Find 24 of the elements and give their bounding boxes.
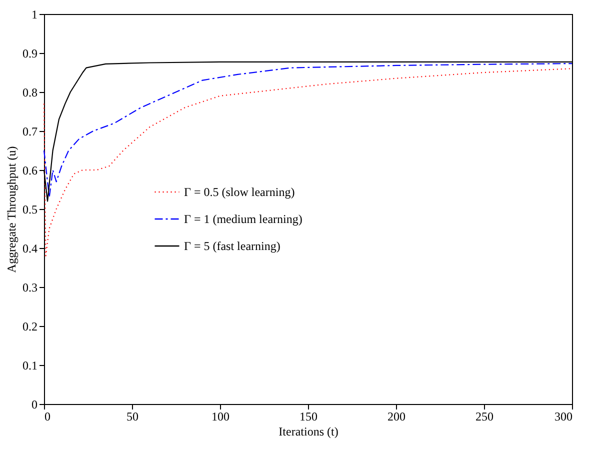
x-tick-label: 200 — [388, 410, 406, 424]
legend-label: Γ = 1 (medium learning) — [184, 212, 302, 226]
x-tick-label: 0 — [44, 410, 50, 424]
y-axis-title: Aggregate Throughput (u) — [4, 146, 18, 273]
legend-label: Γ = 0.5 (slow learning) — [184, 185, 295, 199]
y-tick-label: 0.8 — [22, 86, 38, 100]
y-tick-label: 0.5 — [22, 202, 38, 216]
x-axis-title: Iterations (t) — [278, 424, 338, 438]
x-tick-label: 100 — [212, 410, 230, 424]
y-tick-label: 0.3 — [22, 280, 38, 294]
x-tick-label: 300 — [554, 410, 572, 424]
y-tick-label: 0.9 — [22, 46, 38, 60]
x-tick-label: 50 — [126, 410, 138, 424]
x-tick-label: 150 — [300, 410, 318, 424]
legend-label: Γ = 5 (fast learning) — [184, 239, 280, 253]
x-tick-label: 250 — [476, 410, 494, 424]
y-tick-label: 0.7 — [22, 124, 38, 138]
line-series — [43, 68, 573, 256]
y-tick-label: 1 — [32, 8, 38, 22]
y-tick-label: 0.2 — [22, 320, 38, 334]
y-tick-label: 0.4 — [22, 242, 38, 256]
y-tick-label: 0.6 — [22, 164, 38, 178]
y-tick-label: 0.1 — [22, 358, 38, 372]
y-tick-label: 0 — [32, 398, 38, 412]
